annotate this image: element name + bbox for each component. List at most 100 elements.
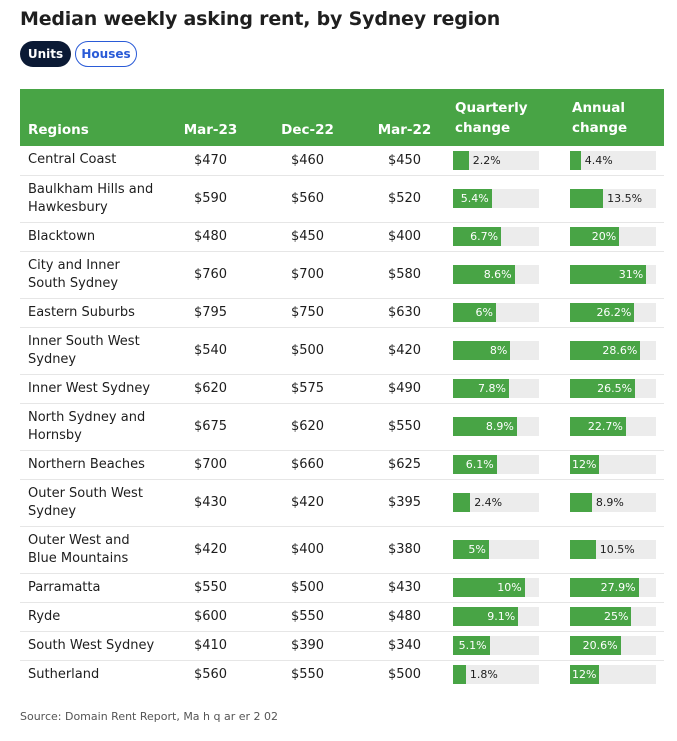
region-name-line: Blue Mountains: [28, 550, 129, 566]
region-name-line: Sydney: [28, 351, 77, 367]
dec22-rent-cell: $500: [290, 580, 325, 595]
table-row: Parramatta $550 $500 $430 10% 27.9%: [20, 573, 664, 602]
annual-bar-track: 13.5%: [570, 189, 656, 208]
quarterly-bar-label: 8.9%: [485, 420, 514, 433]
region-cell: South West Sydney: [20, 631, 162, 660]
quarterly-bar-track: 8.6%: [453, 265, 539, 284]
quarterly-bar-track: 9.1%: [453, 607, 539, 626]
quarterly-change-cell: 5%: [453, 526, 570, 573]
quarterly-bar-track: 8.9%: [453, 417, 539, 436]
table-row: Inner South West Sydney $540 $500 $420 8% 28.6…: [20, 327, 664, 374]
quarterly-bar-label: 5%: [468, 543, 486, 556]
region-cell: North Sydney and Hornsby: [20, 403, 162, 450]
mar23-rent-cell: $675: [193, 419, 228, 434]
quarterly-bar-label: 6%: [475, 306, 493, 319]
region-name-line: Inner West Sydney: [28, 380, 151, 396]
quarterly-bar-label: 1.8%: [469, 668, 498, 682]
quarterly-change-cell: 6%: [453, 298, 570, 327]
units-toggle-button[interactable]: Units: [20, 41, 71, 67]
mar23-rent-cell: $560: [193, 667, 228, 683]
mar23-rent-cell: $470: [193, 152, 228, 168]
quarterly-bar: [453, 341, 511, 360]
quarterly-bar-track: 5.1%: [453, 636, 539, 655]
quarterly-bar-track: 6.1%: [453, 455, 539, 474]
header-mar22: Mar-22: [377, 122, 432, 138]
annual-bar-label: 26.2%: [596, 306, 632, 319]
annual-bar: [570, 265, 647, 284]
dec22-rent-cell: $550: [290, 609, 325, 624]
annual-change-cell: 12%: [570, 660, 664, 689]
quarterly-bar: [453, 265, 515, 284]
annual-bar-label: 4.4%: [584, 153, 613, 167]
houses-toggle-button[interactable]: Houses: [75, 41, 137, 67]
header-mar23: Mar-23: [183, 122, 238, 138]
annual-bar-track: 25%: [570, 607, 656, 626]
annual-change-cell: 31%: [570, 251, 664, 298]
quarterly-change-cell: 2.2%: [453, 146, 570, 175]
quarterly-bar-label: 2.2%: [472, 153, 501, 167]
chart-title: Median weekly asking rent, by Sydney reg…: [20, 8, 501, 30]
annual-bar: [570, 455, 600, 474]
header-regions: Regions: [28, 122, 89, 138]
annual-change-cell: 26.5%: [570, 374, 664, 403]
annual-bar: [570, 417, 626, 436]
annual-bar-label: 22.7%: [587, 420, 623, 433]
region-name-line: South Sydney: [28, 275, 119, 291]
annual-change-cell: 8.9%: [570, 479, 664, 526]
dec22-rent-cell: $460: [290, 152, 325, 168]
annual-bar-track: 22.7%: [570, 417, 656, 436]
header-annual-change: Annual change: [570, 89, 664, 146]
annual-bar: [570, 607, 632, 626]
quarterly-bar-track: 6%: [453, 303, 539, 322]
table-row: Outer South West Sydney $430 $420 $395 2.4% 8.…: [20, 479, 664, 526]
table-row: North Sydney and Hornsby $675 $620 $550 8.9% 2…: [20, 403, 664, 450]
annual-change-cell: 20%: [570, 222, 664, 251]
annual-change-cell: 25%: [570, 602, 664, 631]
annual-change-cell: 20.6%: [570, 631, 664, 660]
quarterly-bar: [453, 455, 497, 474]
annual-bar-label: 27.9%: [600, 581, 636, 594]
quarterly-change-cell: 8.9%: [453, 403, 570, 450]
annual-bar-label: 10.5%: [599, 543, 635, 556]
table-row: Sutherland $560 $550 $500 1.8% 12%: [20, 660, 664, 689]
region-name-line: Eastern Suburbs: [28, 304, 135, 320]
quarterly-bar-track: 2.2%: [453, 150, 539, 170]
annual-bar-track: 20.6%: [570, 636, 656, 655]
region-name-line: North Sydney and: [28, 409, 146, 425]
mar22-rent-cell: $580: [387, 267, 422, 282]
table-row: Baulkham Hills and Hawkesbury $590 $560 $520…: [20, 175, 664, 222]
dec22-rent-cell: $550: [290, 667, 325, 683]
annual-bar-track: 4.4%: [570, 150, 656, 170]
annual-change-cell: 4.4%: [570, 146, 664, 175]
quarterly-bar-label: 5.4%: [460, 192, 489, 205]
mar23-rent-cell: $600: [193, 609, 228, 624]
annual-bar-label: 20%: [591, 230, 617, 243]
mar23-rent-cell: $410: [193, 638, 228, 653]
quarterly-bar-label: 6.1%: [465, 458, 494, 471]
region-cell: Inner South West Sydney: [20, 327, 162, 374]
annual-bar-label: 25%: [603, 610, 629, 623]
quarterly-change-cell: 9.1%: [453, 602, 570, 631]
annual-bar-track: 12%: [570, 455, 656, 474]
quarterly-bar-track: 2.4%: [453, 493, 539, 512]
annual-bar: [570, 303, 635, 322]
table-body: Central Coast $470 $460 $450 2.2% 4.4% Baulkha…: [20, 146, 664, 689]
annual-bar: [570, 341, 641, 360]
region-name-line: Parramatta: [28, 579, 101, 595]
annual-bar: [570, 493, 592, 512]
rent-table: Regions Mar-23 Dec-22 Mar-22 Quarterly c…: [20, 89, 664, 689]
quarterly-bar: [453, 540, 489, 559]
region-name-line: South West Sydney: [28, 637, 155, 653]
mar23-rent-cell: $550: [193, 580, 228, 595]
dec22-rent-cell: $500: [290, 343, 325, 358]
header-quarterly-change: Quarterly change: [453, 89, 570, 146]
region-cell: Inner West Sydney: [20, 374, 162, 403]
mar23-rent-cell: $700: [193, 457, 228, 472]
mar23-rent-cell: $480: [193, 229, 228, 244]
annual-bar-track: 31%: [570, 265, 656, 284]
annual-bar-track: 28.6%: [570, 341, 656, 360]
mar23-rent-cell: $795: [193, 305, 228, 320]
table-row: Blacktown $480 $450 $400 6.7% 20%: [20, 222, 664, 251]
quarterly-change-cell: 5.4%: [453, 175, 570, 222]
mar22-rent-cell: $480: [387, 609, 422, 624]
